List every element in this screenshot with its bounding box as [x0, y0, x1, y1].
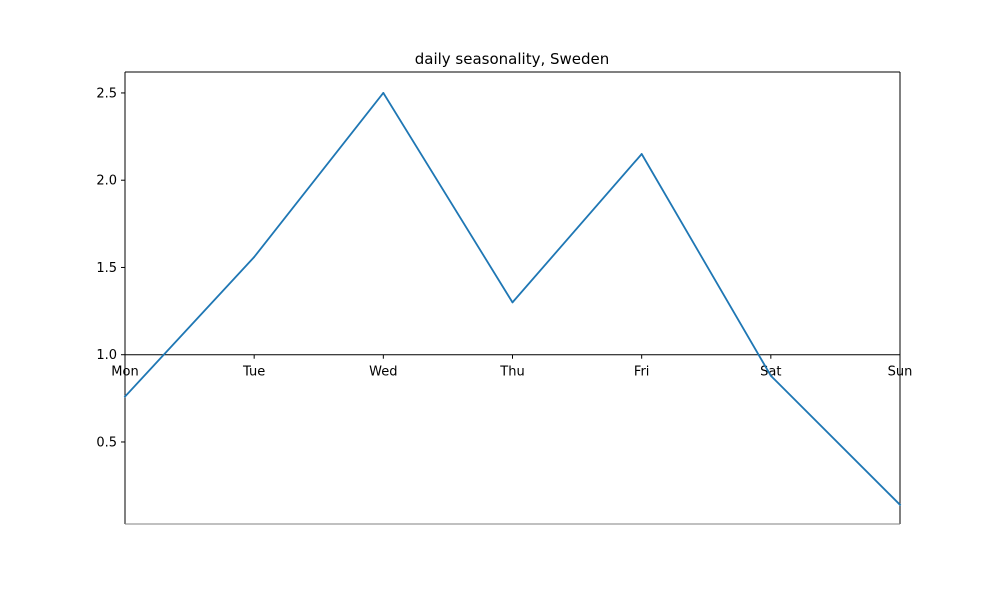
data-point [640, 153, 643, 155]
plot-area: 0.5 1.0 1.5 2.0 2.5 Mon Tue Wed Thu Fri Sat Sun [96, 71, 913, 525]
data-point [511, 301, 514, 304]
x-tick-label: Thu [499, 365, 524, 380]
x-tick-label: Wed [369, 365, 397, 380]
data-point [253, 256, 256, 258]
x-tick-label: Sun [888, 365, 913, 380]
x-tick-label: Sat [760, 365, 781, 380]
y-tick-label: 2.5 [96, 86, 117, 101]
data-point [124, 395, 126, 398]
chart-title: daily seasonality, Sweden [415, 50, 610, 68]
data-point [769, 374, 772, 377]
x-tick-label: Tue [242, 365, 265, 380]
y-tick-label: 0.5 [96, 435, 117, 450]
y-tick-label: 2.0 [96, 174, 117, 189]
data-point [382, 92, 385, 94]
x-tick-label: Fri [634, 365, 650, 380]
data-point [899, 503, 901, 506]
x-tick-label: Mon [111, 365, 138, 380]
y-tick-label: 1.5 [96, 261, 117, 276]
series-line [123, 92, 902, 507]
y-tick-label: 1.0 [96, 348, 117, 363]
